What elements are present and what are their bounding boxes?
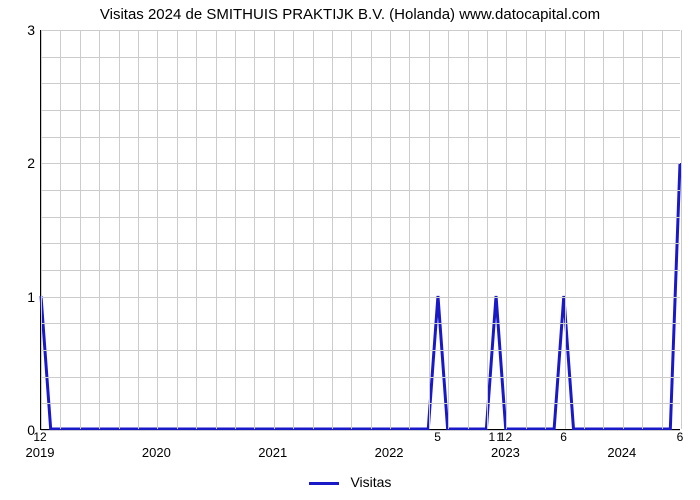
gridline-v xyxy=(274,30,275,429)
gridline-v xyxy=(235,30,236,429)
gridline-v xyxy=(448,30,449,429)
gridline-v xyxy=(487,30,488,429)
legend-label: Visitas xyxy=(350,474,391,490)
chart-title: Visitas 2024 de SMITHUIS PRAKTIJK B.V. (… xyxy=(0,6,700,23)
gridline-v xyxy=(254,30,255,429)
x-year-label: 2021 xyxy=(258,445,287,460)
gridline-v xyxy=(41,30,42,429)
gridline-v xyxy=(60,30,61,429)
gridline-v xyxy=(526,30,527,429)
gridline-v xyxy=(584,30,585,429)
x-year-label: 2020 xyxy=(142,445,171,460)
x-value-label: 6 xyxy=(560,430,567,444)
gridline-v xyxy=(565,30,566,429)
gridline-v xyxy=(681,30,682,429)
gridline-v xyxy=(390,30,391,429)
gridline-v xyxy=(642,30,643,429)
gridline-v xyxy=(80,30,81,429)
gridline-v xyxy=(177,30,178,429)
gridline-v xyxy=(603,30,604,429)
gridline-v xyxy=(138,30,139,429)
x-year-label: 2023 xyxy=(491,445,520,460)
y-tick-label: 1 xyxy=(5,289,35,305)
gridline-v xyxy=(371,30,372,429)
gridline-v xyxy=(545,30,546,429)
gridline-v xyxy=(119,30,120,429)
gridline-v xyxy=(216,30,217,429)
y-tick-label: 0 xyxy=(5,422,35,438)
x-value-label: 5 xyxy=(434,430,441,444)
legend: Visitas xyxy=(0,474,700,490)
gridline-v xyxy=(332,30,333,429)
y-tick-label: 3 xyxy=(5,22,35,38)
gridline-v xyxy=(196,30,197,429)
plot-area xyxy=(40,30,680,430)
gridline-v xyxy=(351,30,352,429)
gridline-v xyxy=(99,30,100,429)
legend-swatch xyxy=(309,482,339,485)
gridline-v xyxy=(293,30,294,429)
gridline-v xyxy=(313,30,314,429)
x-year-label: 2022 xyxy=(375,445,404,460)
gridline-v xyxy=(429,30,430,429)
gridline-v xyxy=(157,30,158,429)
gridline-v xyxy=(468,30,469,429)
gridline-v xyxy=(623,30,624,429)
x-value-label: 6 xyxy=(677,430,684,444)
x-value-label: 1 xyxy=(489,430,496,444)
gridline-v xyxy=(506,30,507,429)
gridline-h xyxy=(41,430,680,431)
x-year-label: 2024 xyxy=(607,445,636,460)
y-tick-label: 2 xyxy=(5,155,35,171)
x-value-label: 12 xyxy=(499,430,512,444)
x-year-label: 2019 xyxy=(26,445,55,460)
x-value-label: 12 xyxy=(33,430,46,444)
gridline-v xyxy=(662,30,663,429)
gridline-v xyxy=(409,30,410,429)
chart-container: Visitas 2024 de SMITHUIS PRAKTIJK B.V. (… xyxy=(0,0,700,500)
